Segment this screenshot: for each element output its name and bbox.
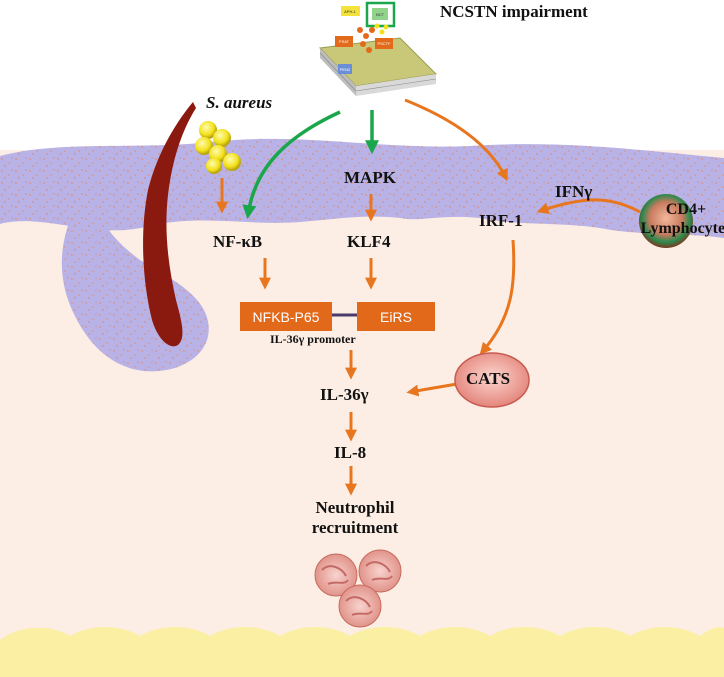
cats-cell (454, 352, 530, 408)
cd4-lymphocyte-label: CD4+ Lymphocytes (640, 200, 724, 238)
complex-label-psat: PSAT (339, 39, 350, 44)
neutrophil-line-1: Neutrophil (315, 498, 395, 517)
cd4-label-line-2: Lymphocytes (640, 220, 724, 238)
complex-label-aph1: APH-1 (344, 9, 357, 14)
complex-label-pen2: PEN2 (340, 67, 351, 72)
s-aureus-label: S. aureus (206, 93, 273, 112)
title: NCSTN impairment (440, 2, 588, 21)
complex-label-psctf: PSCTF (377, 41, 391, 46)
cd4-label-line-1: CD4+ (665, 201, 707, 218)
klf4-label: KLF4 (347, 232, 391, 251)
neutrophil-recruitment-label: Neutrophil recruitment (290, 498, 420, 539)
il36g-label: IL-36γ (320, 385, 369, 404)
arrow-cats-to-il36g (406, 382, 458, 397)
eirs-box: EiRS (357, 302, 435, 331)
arrow-complex-to-nfkb (242, 110, 341, 220)
nfkb-label: NF-κB (213, 232, 263, 251)
ifng-label: IFNγ (555, 182, 593, 201)
irf1-label: IRF-1 (479, 211, 523, 230)
complex-label-nct: NCT (376, 12, 385, 17)
cats-label: CATS (466, 369, 511, 388)
subcutis-layer (0, 627, 724, 677)
s-aureus-cluster-icon (195, 121, 241, 174)
hair-shaft (143, 102, 196, 347)
neutrophil-line-2: recruitment (311, 518, 399, 538)
arrow-cd4-to-irf1 (536, 198, 641, 215)
neutrophil-cluster-icon (314, 549, 402, 628)
nfkb-p65-box: NFKB-P65 (240, 302, 332, 331)
promoter-label: IL-36γ promoter (270, 332, 356, 346)
mapk-label: MAPK (344, 168, 396, 187)
il8-label: IL-8 (334, 443, 367, 462)
ncstn-complex-icon (318, 1, 438, 96)
arrow-irf1-to-cats (479, 239, 516, 355)
arrow-complex-to-irf1 (404, 98, 508, 182)
cd4-lymphocyte-icon (639, 194, 693, 248)
